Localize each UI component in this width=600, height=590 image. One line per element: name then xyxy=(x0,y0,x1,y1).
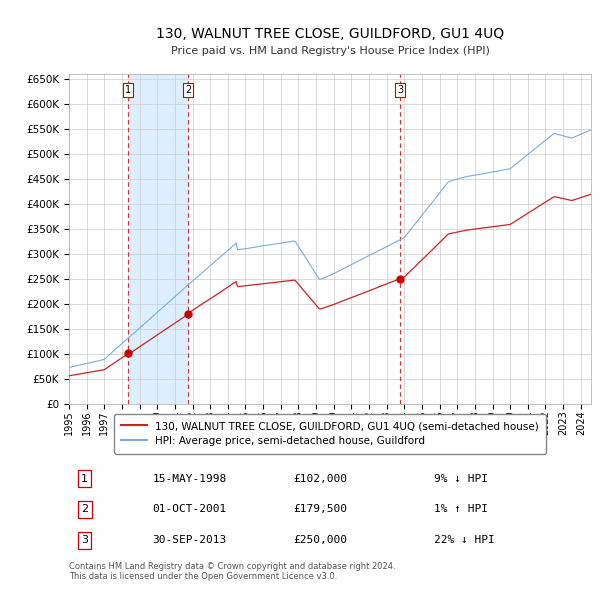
Text: 1: 1 xyxy=(81,474,88,484)
Text: 30-SEP-2013: 30-SEP-2013 xyxy=(152,535,227,545)
Text: 2: 2 xyxy=(185,86,191,96)
Text: 3: 3 xyxy=(81,535,88,545)
Text: £179,500: £179,500 xyxy=(293,504,347,514)
Text: £250,000: £250,000 xyxy=(293,535,347,545)
Text: Contains HM Land Registry data © Crown copyright and database right 2024.
This d: Contains HM Land Registry data © Crown c… xyxy=(69,562,395,581)
Text: 2: 2 xyxy=(81,504,88,514)
Text: 15-MAY-1998: 15-MAY-1998 xyxy=(152,474,227,484)
Text: 9% ↓ HPI: 9% ↓ HPI xyxy=(434,474,488,484)
Bar xyxy=(128,74,188,404)
Text: 3: 3 xyxy=(397,86,403,96)
Legend: 130, WALNUT TREE CLOSE, GUILDFORD, GU1 4UQ (semi-detached house), HPI: Average p: 130, WALNUT TREE CLOSE, GUILDFORD, GU1 4… xyxy=(113,414,547,454)
Text: £102,000: £102,000 xyxy=(293,474,347,484)
Text: 22% ↓ HPI: 22% ↓ HPI xyxy=(434,535,495,545)
Text: 1: 1 xyxy=(125,86,131,96)
Text: 01-OCT-2001: 01-OCT-2001 xyxy=(152,504,227,514)
Text: Price paid vs. HM Land Registry's House Price Index (HPI): Price paid vs. HM Land Registry's House … xyxy=(170,46,490,56)
Text: 130, WALNUT TREE CLOSE, GUILDFORD, GU1 4UQ: 130, WALNUT TREE CLOSE, GUILDFORD, GU1 4… xyxy=(156,27,504,41)
Text: 1% ↑ HPI: 1% ↑ HPI xyxy=(434,504,488,514)
